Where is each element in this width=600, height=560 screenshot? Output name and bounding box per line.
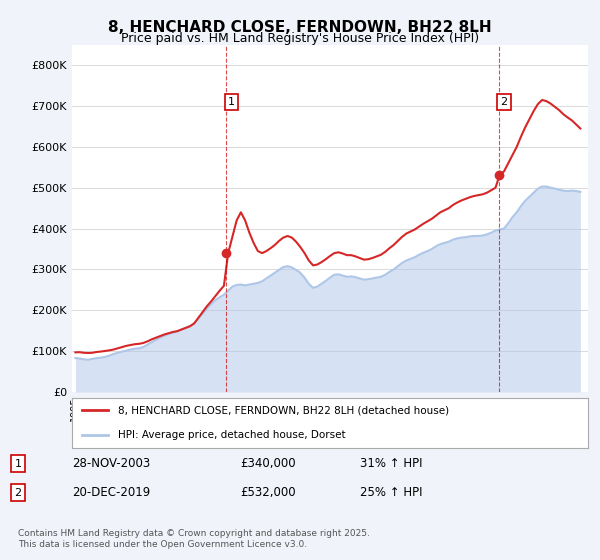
Text: £532,000: £532,000 [240, 486, 296, 500]
Text: 25% ↑ HPI: 25% ↑ HPI [360, 486, 422, 500]
Text: 28-NOV-2003: 28-NOV-2003 [72, 457, 150, 470]
Text: 8, HENCHARD CLOSE, FERNDOWN, BH22 8LH (detached house): 8, HENCHARD CLOSE, FERNDOWN, BH22 8LH (d… [118, 405, 449, 415]
Text: 2: 2 [500, 97, 508, 107]
Text: £340,000: £340,000 [240, 457, 296, 470]
Text: 1: 1 [14, 459, 22, 469]
Text: 31% ↑ HPI: 31% ↑ HPI [360, 457, 422, 470]
Text: 8, HENCHARD CLOSE, FERNDOWN, BH22 8LH: 8, HENCHARD CLOSE, FERNDOWN, BH22 8LH [108, 20, 492, 35]
Text: 2: 2 [14, 488, 22, 498]
Text: Contains HM Land Registry data © Crown copyright and database right 2025.
This d: Contains HM Land Registry data © Crown c… [18, 529, 370, 549]
Text: Price paid vs. HM Land Registry's House Price Index (HPI): Price paid vs. HM Land Registry's House … [121, 32, 479, 45]
Text: 20-DEC-2019: 20-DEC-2019 [72, 486, 150, 500]
Text: HPI: Average price, detached house, Dorset: HPI: Average price, detached house, Dors… [118, 431, 346, 440]
Text: 1: 1 [228, 97, 235, 107]
